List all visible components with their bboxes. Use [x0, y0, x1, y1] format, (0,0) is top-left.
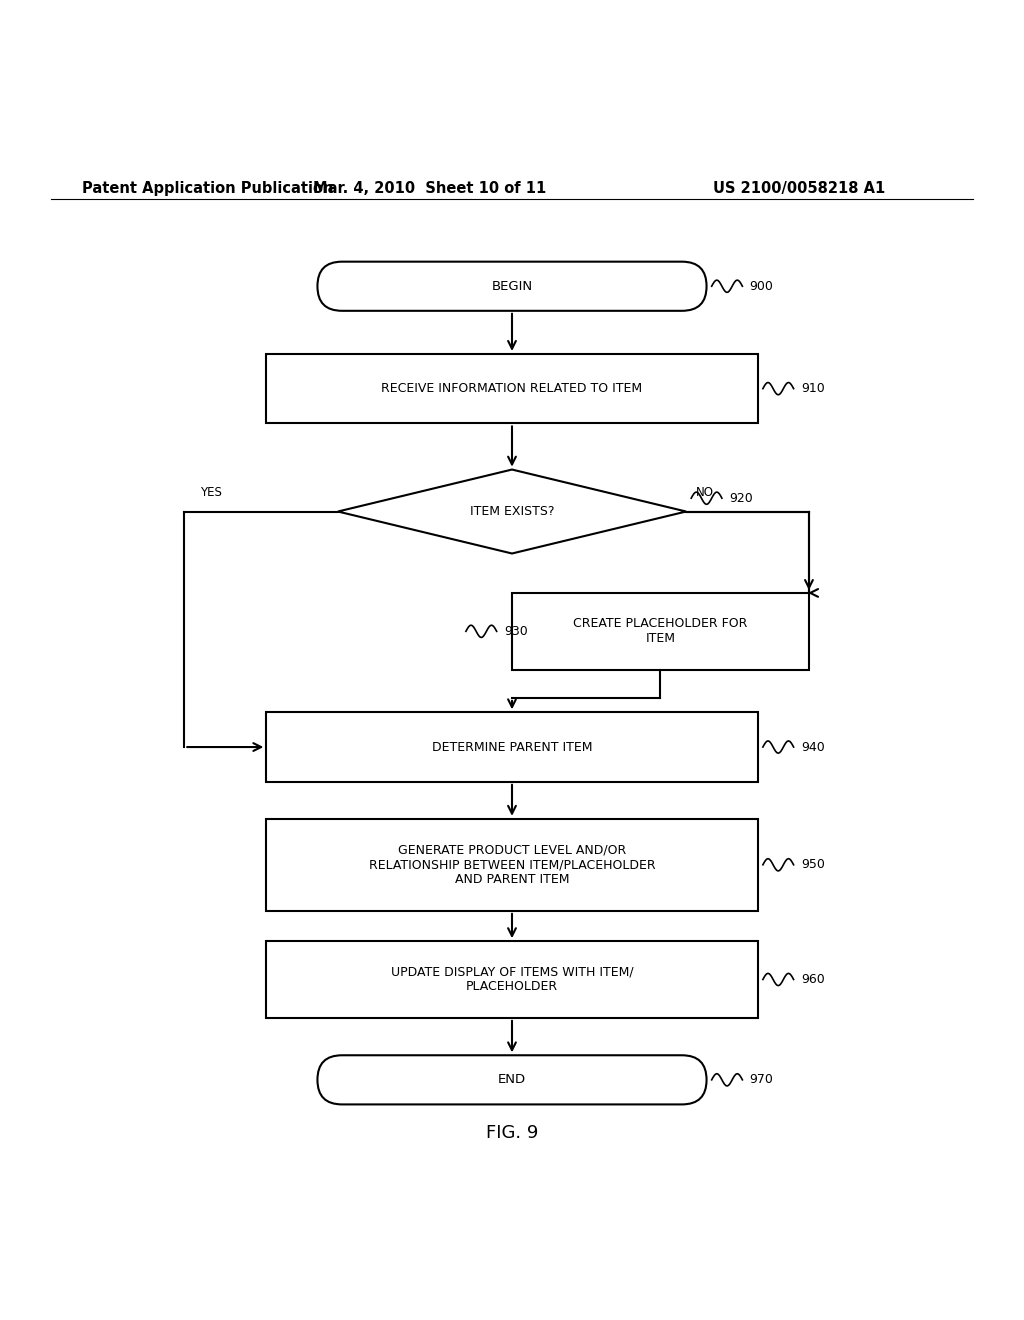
Text: 970: 970 — [750, 1073, 773, 1086]
Text: 940: 940 — [801, 741, 824, 754]
Polygon shape — [338, 470, 686, 553]
FancyBboxPatch shape — [266, 941, 758, 1018]
Text: CREATE PLACEHOLDER FOR
ITEM: CREATE PLACEHOLDER FOR ITEM — [573, 618, 748, 645]
Text: NO: NO — [696, 486, 715, 499]
Text: FIG. 9: FIG. 9 — [485, 1125, 539, 1142]
Text: DETERMINE PARENT ITEM: DETERMINE PARENT ITEM — [432, 741, 592, 754]
Text: RECEIVE INFORMATION RELATED TO ITEM: RECEIVE INFORMATION RELATED TO ITEM — [381, 383, 643, 395]
FancyBboxPatch shape — [266, 713, 758, 781]
Text: BEGIN: BEGIN — [492, 280, 532, 293]
FancyBboxPatch shape — [512, 593, 809, 669]
Text: 930: 930 — [504, 624, 527, 638]
Text: ITEM EXISTS?: ITEM EXISTS? — [470, 506, 554, 517]
Text: UPDATE DISPLAY OF ITEMS WITH ITEM/
PLACEHOLDER: UPDATE DISPLAY OF ITEMS WITH ITEM/ PLACE… — [391, 965, 633, 994]
FancyBboxPatch shape — [266, 818, 758, 911]
Text: END: END — [498, 1073, 526, 1086]
Text: 960: 960 — [801, 973, 824, 986]
Text: Patent Application Publication: Patent Application Publication — [82, 181, 334, 197]
Text: 950: 950 — [801, 858, 824, 871]
Text: 910: 910 — [801, 383, 824, 395]
Text: GENERATE PRODUCT LEVEL AND/OR
RELATIONSHIP BETWEEN ITEM/PLACEHOLDER
AND PARENT I: GENERATE PRODUCT LEVEL AND/OR RELATIONSH… — [369, 843, 655, 886]
Text: US 2100/0058218 A1: US 2100/0058218 A1 — [713, 181, 885, 197]
FancyBboxPatch shape — [266, 354, 758, 424]
FancyBboxPatch shape — [317, 261, 707, 310]
Text: 900: 900 — [750, 280, 773, 293]
Text: YES: YES — [200, 486, 221, 499]
Text: Mar. 4, 2010  Sheet 10 of 11: Mar. 4, 2010 Sheet 10 of 11 — [313, 181, 547, 197]
FancyBboxPatch shape — [317, 1055, 707, 1105]
Text: 920: 920 — [729, 492, 753, 504]
